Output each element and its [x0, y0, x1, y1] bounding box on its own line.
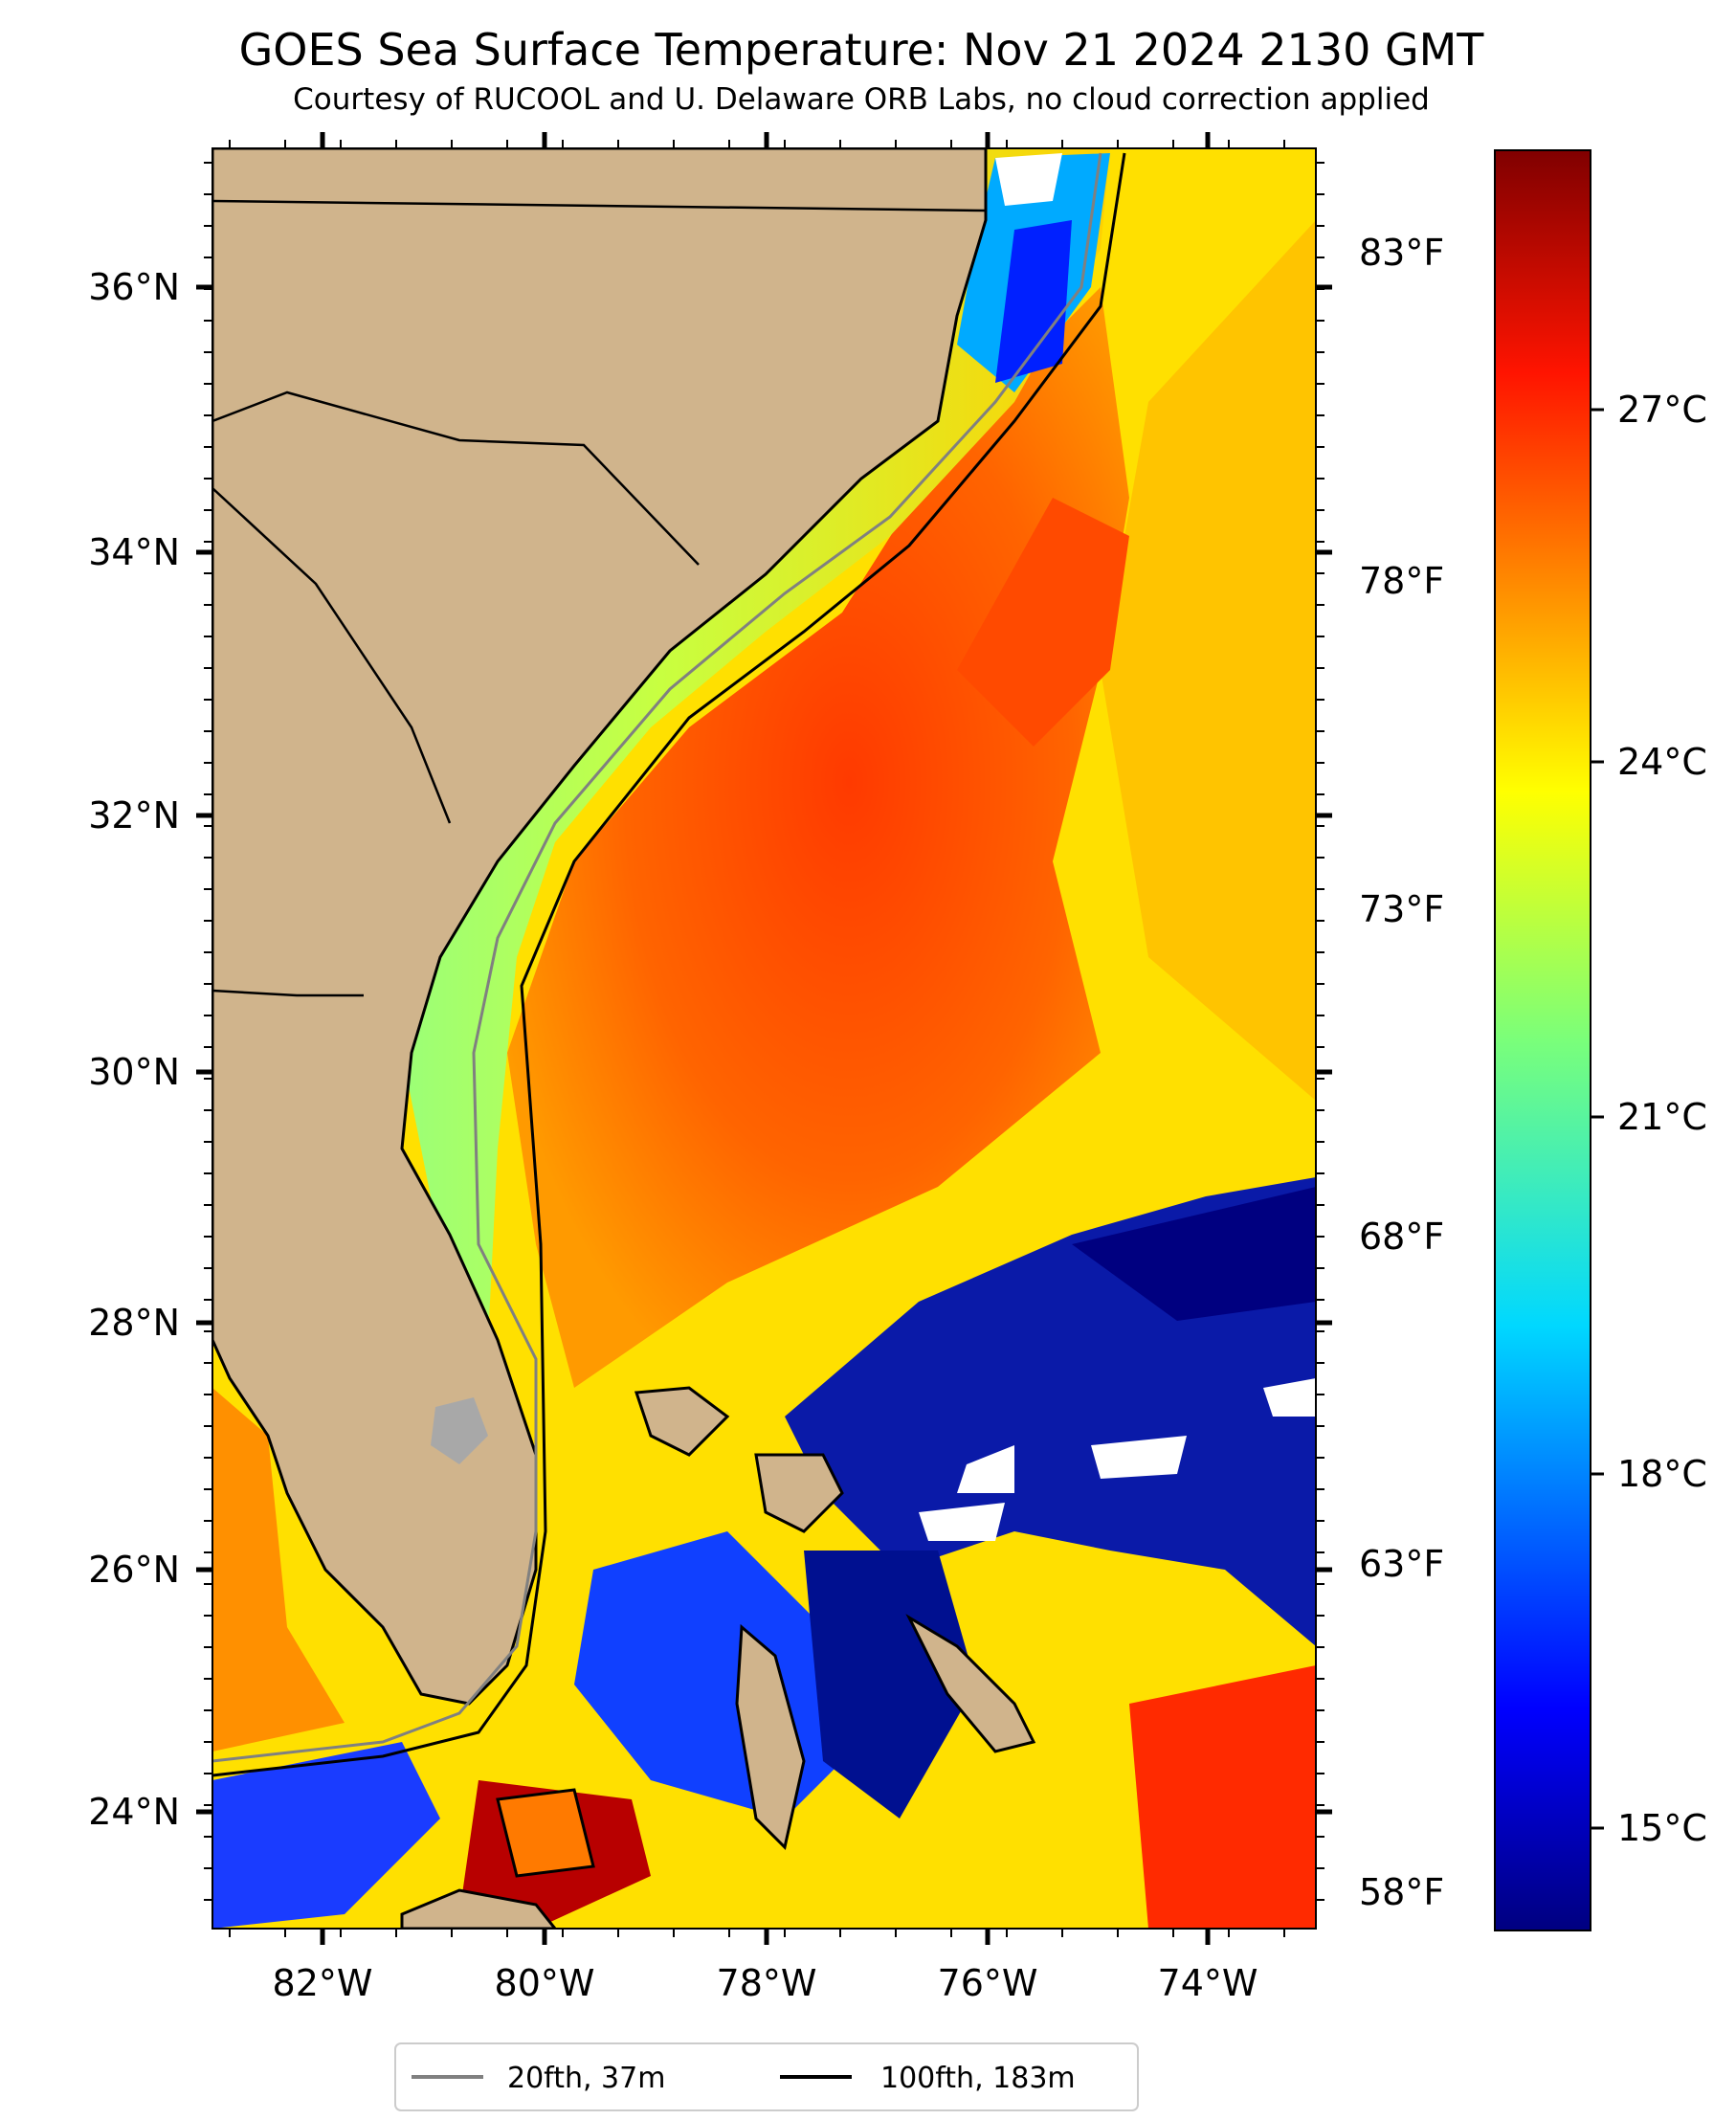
- lake-okeechobee: [431, 1397, 488, 1464]
- colorbar: 27°C 24°C 21°C 18°C 15°C: [1494, 149, 1707, 1931]
- colorbar-label: 24°C: [1617, 741, 1707, 783]
- lat-label: 34°N: [88, 531, 180, 573]
- warm-filament: [957, 498, 1129, 747]
- fahrenheit-label: 63°F: [1359, 1543, 1444, 1585]
- fahrenheit-label: 58°F: [1359, 1871, 1444, 1913]
- colorbar-label: 18°C: [1617, 1453, 1707, 1495]
- cold-pocket-north: [995, 220, 1072, 383]
- lon-label: 76°W: [938, 1962, 1038, 2004]
- lat-label: 26°N: [88, 1549, 180, 1591]
- latitude-axis: 36°N 34°N 32°N 30°N 28°N 26°N 24°N: [88, 266, 1332, 1833]
- longitude-axis: 82°W 80°W 78°W 76°W 74°W: [273, 132, 1258, 2004]
- fahrenheit-label: 73°F: [1359, 888, 1444, 930]
- island-eleuthera: [905, 1614, 1036, 1753]
- colorbar-label: 15°C: [1617, 1807, 1707, 1849]
- cay-sal-bank: [496, 1788, 595, 1878]
- fahrenheit-label: 78°F: [1359, 560, 1444, 602]
- fahrenheit-axis: 83°F 78°F 73°F 68°F 63°F 58°F: [1359, 232, 1444, 1913]
- legend: 20fth, 37m 100fth, 183m: [394, 2042, 1139, 2111]
- gulf-stream-core: [507, 287, 1129, 1388]
- lon-label: 80°W: [495, 1962, 595, 2004]
- lat-label: 24°N: [88, 1791, 180, 1833]
- lat-label: 32°N: [88, 794, 180, 837]
- state-border-nc-sc: [212, 391, 700, 566]
- figure-subtitle: Courtesy of RUCOOL and U. Delaware ORB L…: [293, 82, 1430, 117]
- legend-box: [394, 2042, 1139, 2111]
- lon-label: 82°W: [273, 1962, 373, 2004]
- state-border-sc-ga: [212, 487, 452, 824]
- lat-label: 28°N: [88, 1302, 180, 1344]
- state-border-va-nc: [212, 199, 987, 212]
- isobath-100fth: [212, 152, 1126, 1777]
- minor-ticks: [204, 140, 1324, 1937]
- land-southeast-us: [212, 148, 988, 1706]
- figure-title: GOES Sea Surface Temperature: Nov 21 202…: [239, 24, 1485, 76]
- land-cuba: [400, 1888, 557, 1929]
- fahrenheit-label: 83°F: [1359, 232, 1444, 274]
- state-border-ga-fl: [212, 989, 364, 997]
- sst-map: [212, 148, 1316, 1929]
- isobath-20fth: [212, 152, 1102, 1763]
- warm-eddy-east: [1101, 220, 1316, 1101]
- legend-label-20fth: 20fth, 37m: [507, 2062, 665, 2095]
- island-grand-bahama: [634, 1386, 730, 1457]
- colorbar-gradient: [1494, 149, 1591, 1931]
- legend-label-100fth: 100fth, 183m: [880, 2062, 1076, 2095]
- lon-label: 74°W: [1158, 1962, 1258, 2004]
- lat-label: 36°N: [88, 266, 180, 308]
- lat-label: 30°N: [88, 1051, 180, 1093]
- island-abaco: [754, 1453, 844, 1533]
- cloud-mask: [957, 1445, 1014, 1493]
- lon-label: 78°W: [717, 1962, 817, 2004]
- fahrenheit-label: 68°F: [1359, 1216, 1444, 1258]
- island-andros: [735, 1623, 806, 1850]
- gulf-of-mexico-warm: [212, 1388, 345, 1752]
- colorbar-label: 21°C: [1617, 1096, 1707, 1138]
- colorbar-label: 27°C: [1617, 389, 1707, 431]
